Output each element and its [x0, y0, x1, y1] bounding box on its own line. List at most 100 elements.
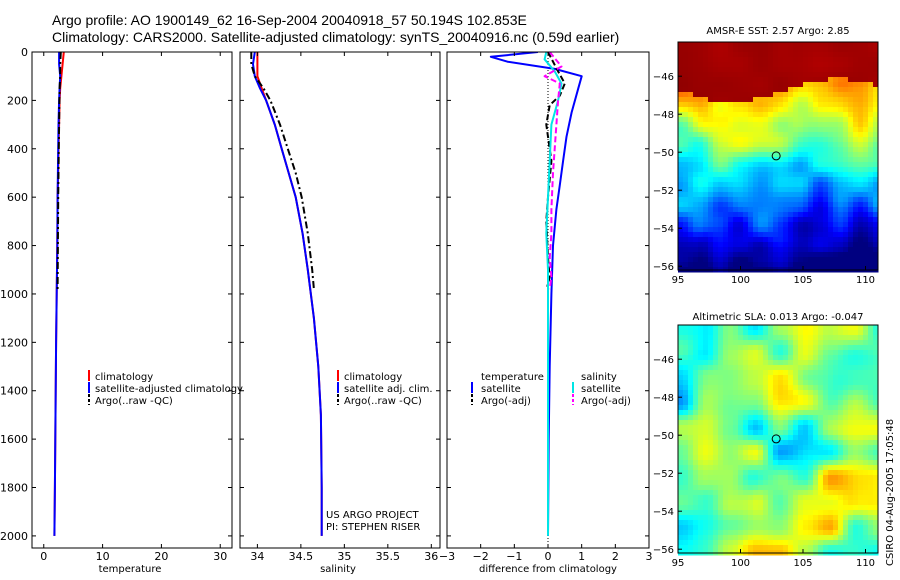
heatmap-cell	[808, 430, 814, 436]
heatmap-cell	[698, 107, 704, 113]
heatmap-cell	[858, 515, 864, 521]
heatmap-cell	[758, 515, 764, 521]
heatmap-cell	[683, 207, 689, 213]
heatmap-cell	[728, 187, 734, 193]
heatmap-cell	[693, 435, 699, 441]
heatmap-cell	[858, 252, 864, 258]
heatmap-cell	[873, 360, 879, 366]
heatmap-cell	[788, 157, 794, 163]
heatmap-cell	[818, 535, 824, 541]
heatmap-cell	[683, 405, 689, 411]
heatmap-cell	[853, 127, 859, 133]
heatmap-cell	[698, 92, 704, 98]
heatmap-cell	[848, 435, 854, 441]
heatmap-cell	[723, 515, 729, 521]
heatmap-cell	[748, 330, 754, 336]
heatmap-cell	[753, 237, 759, 243]
legend-label-temp-satellite: satellite	[481, 384, 521, 395]
heatmap-cell	[808, 162, 814, 168]
heatmap-cell	[803, 515, 809, 521]
heatmap-cell	[693, 465, 699, 471]
heatmap-cell	[833, 177, 839, 183]
heatmap-cell	[763, 415, 769, 421]
heatmap-cell	[843, 500, 849, 506]
heatmap-cell	[758, 430, 764, 436]
heatmap-cell	[733, 62, 739, 68]
heatmap-cell	[808, 530, 814, 536]
heatmap-cell	[703, 182, 709, 188]
heatmap-cell	[708, 232, 714, 238]
heatmap-cell	[848, 325, 854, 331]
heatmap-cell	[678, 77, 684, 83]
heatmap-cell	[828, 52, 834, 58]
heatmap-cell	[773, 410, 779, 416]
heatmap-cell	[778, 202, 784, 208]
heatmap-cell	[718, 42, 724, 48]
heatmap-cell	[833, 375, 839, 381]
heatmap-cell	[758, 475, 764, 481]
heatmap-cell	[678, 450, 684, 456]
heatmap-cell	[768, 72, 774, 78]
heatmap-cell	[723, 525, 729, 531]
heatmap-cell	[783, 430, 789, 436]
heatmap-cell	[808, 222, 814, 228]
heatmap-cell	[713, 510, 719, 516]
heatmap-cell	[798, 212, 804, 218]
sla-map-ticks: 95 100 105 110−46−48−50−52−54−56	[653, 355, 875, 569]
heatmap-cell	[758, 47, 764, 53]
heatmap-cell	[753, 257, 759, 263]
heatmap-cell	[803, 545, 809, 551]
heatmap-cell	[688, 485, 694, 491]
heatmap-cell	[828, 540, 834, 546]
heatmap-cell	[863, 520, 869, 526]
sla-map-frame	[677, 324, 879, 554]
heatmap-cell	[743, 67, 749, 73]
x-tick-label: 36	[424, 550, 438, 563]
heatmap-cell	[763, 355, 769, 361]
x-tick-label: 34	[250, 550, 264, 563]
heatmap-cell	[848, 112, 854, 118]
heatmap-cell	[738, 102, 744, 108]
heatmap-cell	[773, 520, 779, 526]
heatmap-cell	[683, 465, 689, 471]
heatmap-cell	[858, 410, 864, 416]
heatmap-cell	[828, 187, 834, 193]
heatmap-cell	[768, 262, 774, 268]
heatmap-cell	[733, 370, 739, 376]
heatmap-cell	[873, 132, 879, 138]
heatmap-cell	[813, 505, 819, 511]
heatmap-cell	[773, 465, 779, 471]
heatmap-cell	[748, 142, 754, 148]
heatmap-cell	[743, 340, 749, 346]
heatmap-cell	[753, 197, 759, 203]
heatmap-cell	[753, 87, 759, 93]
heatmap-cell	[683, 345, 689, 351]
heatmap-cell	[688, 420, 694, 426]
heatmap-cell	[703, 47, 709, 53]
heatmap-cell	[868, 525, 874, 531]
heatmap-cell	[743, 187, 749, 193]
salinity-plot-area	[250, 52, 323, 536]
heatmap-cell	[803, 77, 809, 83]
heatmap-cell	[848, 67, 854, 73]
heatmap-cell	[798, 62, 804, 68]
heatmap-cell	[723, 510, 729, 516]
heatmap-cell	[793, 375, 799, 381]
heatmap-cell	[843, 52, 849, 58]
heatmap-cell	[718, 172, 724, 178]
heatmap-cell	[738, 490, 744, 496]
heatmap-cell	[743, 47, 749, 53]
heatmap-cell	[773, 345, 779, 351]
heatmap-cell	[678, 242, 684, 248]
heatmap-cell	[833, 440, 839, 446]
heatmap-cell	[773, 470, 779, 476]
heatmap-cell	[758, 212, 764, 218]
heatmap-cell	[813, 490, 819, 496]
heatmap-cell	[723, 182, 729, 188]
heatmap-cell	[768, 485, 774, 491]
heatmap-cell	[863, 127, 869, 133]
heatmap-cell	[723, 395, 729, 401]
heatmap-cell	[763, 535, 769, 541]
heatmap-cell	[713, 157, 719, 163]
heatmap-cell	[798, 355, 804, 361]
